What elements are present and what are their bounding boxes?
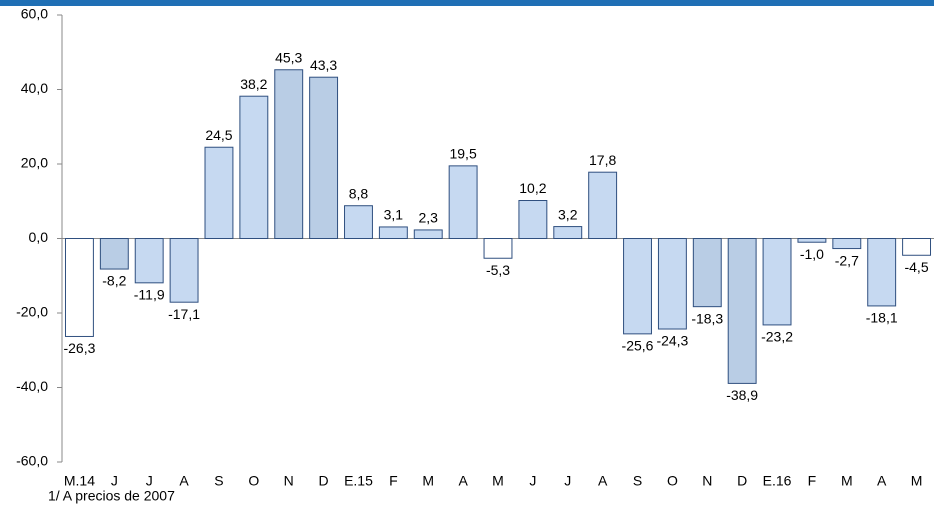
bar: [99, 238, 129, 270]
y-tick-label: 0,0: [29, 229, 49, 245]
y-tick-label: -60,0: [16, 453, 48, 469]
value-label: -8,2: [102, 273, 126, 289]
x-tick-label: A: [458, 473, 468, 489]
value-label: 43,3: [310, 57, 337, 73]
bar: [553, 226, 583, 240]
x-tick-label: M: [911, 473, 923, 489]
value-label: -1,0: [800, 246, 824, 262]
value-label: -17,1: [168, 306, 200, 322]
x-tick-label: O: [248, 473, 259, 489]
value-label: -26,3: [63, 340, 95, 356]
value-label: 45,3: [275, 49, 302, 65]
top-band: [0, 0, 934, 6]
y-tick-label: 60,0: [21, 6, 48, 22]
bar: [169, 238, 199, 303]
value-label: -5,3: [486, 262, 510, 278]
bar: [413, 229, 443, 239]
value-label: -4,5: [904, 259, 928, 275]
x-tick-label: A: [877, 473, 887, 489]
bar: [623, 238, 652, 335]
bar: [483, 238, 513, 259]
x-tick-label: N: [702, 473, 712, 489]
bar: [902, 238, 932, 256]
bar: [832, 238, 862, 250]
value-label: 3,2: [558, 206, 578, 222]
x-tick-label: A: [179, 473, 189, 489]
bar: [588, 171, 618, 240]
value-label: 17,8: [589, 152, 616, 168]
value-label: -18,1: [866, 310, 898, 326]
bar: [134, 238, 164, 284]
value-label: 38,2: [240, 76, 267, 92]
value-label: -23,2: [761, 329, 793, 345]
footnote: 1/ A precios de 2007: [48, 488, 175, 504]
bar: [797, 238, 827, 243]
value-label: 2,3: [419, 210, 439, 226]
bar: [239, 95, 269, 239]
x-tick-label: J: [146, 473, 153, 489]
value-label: 19,5: [449, 146, 476, 162]
x-tick-label: S: [214, 473, 223, 489]
bar: [204, 146, 234, 239]
x-tick-label: N: [284, 473, 294, 489]
x-tick-label: J: [111, 473, 118, 489]
x-tick-label: D: [319, 473, 329, 489]
bar: [344, 205, 373, 239]
value-label: -11,9: [134, 287, 165, 303]
x-tick-label: S: [633, 473, 642, 489]
value-label: -24,3: [656, 333, 688, 349]
x-tick-label: E.16: [763, 473, 792, 489]
x-tick-label: A: [598, 473, 608, 489]
x-tick-label: D: [737, 473, 747, 489]
value-label: -2,7: [835, 252, 859, 268]
x-tick-label: J: [529, 473, 536, 489]
x-tick-label: F: [808, 473, 817, 489]
y-tick-label: 40,0: [21, 80, 48, 96]
value-label: -18,3: [691, 310, 723, 326]
x-tick-label: M.14: [64, 473, 95, 489]
bar: [378, 226, 408, 239]
value-label: -38,9: [726, 387, 758, 403]
value-label: 24,5: [205, 127, 232, 143]
x-tick-label: M: [841, 473, 853, 489]
x-tick-label: O: [667, 473, 678, 489]
value-label: 3,1: [384, 207, 404, 223]
bar: [309, 76, 339, 239]
bar: [727, 238, 757, 384]
x-tick-label: F: [389, 473, 398, 489]
bar: [657, 238, 687, 330]
bar: [64, 238, 94, 337]
y-tick-label: -40,0: [16, 378, 48, 394]
bar: [448, 165, 478, 239]
y-tick-label: -20,0: [16, 304, 48, 320]
y-tick-label: 20,0: [21, 155, 48, 171]
bar: [867, 238, 897, 307]
bar: [762, 238, 792, 326]
value-label: 8,8: [349, 185, 369, 201]
value-label: -25,6: [622, 338, 654, 354]
bar: [692, 238, 722, 308]
x-tick-label: M: [492, 473, 504, 489]
bar: [274, 69, 304, 239]
value-label: 10,2: [519, 180, 546, 196]
x-tick-label: E.15: [344, 473, 373, 489]
x-tick-label: J: [564, 473, 571, 489]
x-tick-label: M: [422, 473, 434, 489]
bar: [518, 200, 548, 240]
